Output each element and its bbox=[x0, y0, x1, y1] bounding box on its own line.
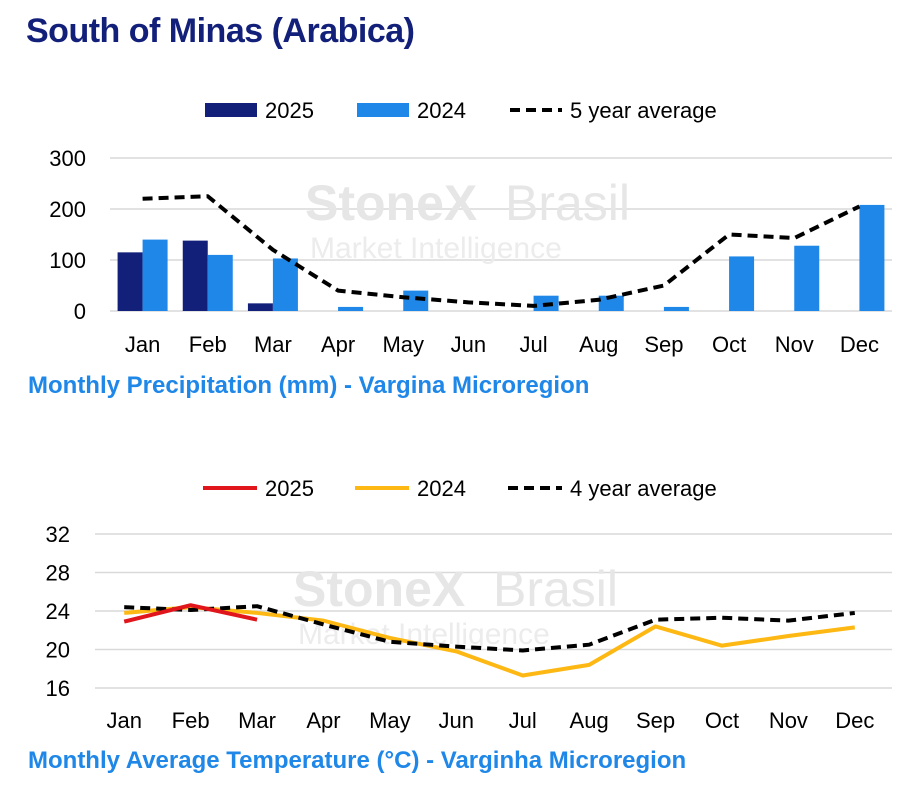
x-tick-label: Nov bbox=[775, 332, 814, 357]
bar-2024-oct bbox=[729, 256, 755, 311]
x-tick-label: Oct bbox=[705, 708, 739, 733]
precipitation-chart-title: Monthly Precipitation (mm) - Vargina Mic… bbox=[28, 372, 590, 399]
legend-label-2024: 2024 bbox=[417, 98, 466, 123]
bar-2025-jan bbox=[117, 252, 143, 311]
x-tick-label: Nov bbox=[769, 708, 808, 733]
bar-2024-dec bbox=[859, 204, 885, 311]
legend-label-2025: 2025 bbox=[265, 98, 314, 123]
legend-label-2025: 2025 bbox=[265, 476, 314, 501]
x-tick-label: May bbox=[382, 332, 424, 357]
page-title: South of Minas (Arabica) bbox=[26, 12, 415, 50]
legend-swatch-2024 bbox=[357, 103, 409, 117]
y-tick-label: 300 bbox=[49, 146, 86, 171]
x-tick-label: Jan bbox=[106, 708, 141, 733]
temperature-chart-title: Monthly Average Temperature (°C) - Vargi… bbox=[28, 747, 687, 774]
legend-label-avg: 4 year average bbox=[570, 476, 717, 501]
y-tick-label: 28 bbox=[46, 561, 70, 586]
bar-2024-sep bbox=[663, 306, 689, 311]
y-tick-label: 200 bbox=[49, 197, 86, 222]
legend-label-2024: 2024 bbox=[417, 476, 466, 501]
bar-2025-feb bbox=[182, 240, 208, 311]
x-tick-label: Dec bbox=[835, 708, 874, 733]
x-tick-label: Aug bbox=[570, 708, 609, 733]
x-tick-label: Feb bbox=[189, 332, 227, 357]
line-2024 bbox=[124, 605, 856, 678]
x-tick-label: Sep bbox=[636, 708, 675, 733]
x-tick-label: Apr bbox=[306, 708, 340, 733]
x-tick-label: Sep bbox=[644, 332, 683, 357]
y-tick-label: 20 bbox=[46, 638, 70, 663]
line-2025 bbox=[123, 603, 258, 624]
y-tick-label: 16 bbox=[46, 676, 70, 701]
x-tick-label: Apr bbox=[321, 332, 355, 357]
watermark-brand-suffix: Brasil bbox=[505, 175, 630, 231]
bar-2024-mar bbox=[272, 258, 298, 311]
x-tick-label: Jul bbox=[520, 332, 548, 357]
avg-line-4yr bbox=[124, 604, 856, 653]
x-tick-label: May bbox=[369, 708, 411, 733]
watermark-brand: StoneX bbox=[305, 175, 477, 231]
watermark-brand: StoneX bbox=[293, 561, 465, 617]
bar-2024-jan bbox=[142, 239, 168, 311]
bar-2024-feb bbox=[207, 254, 233, 311]
watermark-subtitle: Market Intelligence bbox=[310, 232, 562, 265]
bar-2024-nov bbox=[794, 245, 820, 311]
x-tick-label: Aug bbox=[579, 332, 618, 357]
x-tick-label: Jun bbox=[439, 708, 474, 733]
x-tick-label: Feb bbox=[172, 708, 210, 733]
legend-swatch-2025 bbox=[205, 103, 257, 117]
bar-2024-may bbox=[403, 290, 429, 311]
x-tick-label: Dec bbox=[840, 332, 879, 357]
bar-2025-mar bbox=[247, 303, 273, 311]
y-tick-label: 24 bbox=[46, 599, 70, 624]
y-tick-label: 0 bbox=[74, 299, 86, 324]
x-tick-label: Jan bbox=[125, 332, 160, 357]
bar-2024-aug bbox=[598, 295, 624, 311]
avg-line-5yr bbox=[142, 194, 861, 308]
y-tick-label: 32 bbox=[46, 522, 70, 547]
x-tick-label: Jun bbox=[451, 332, 486, 357]
legend-label-avg: 5 year average bbox=[570, 98, 717, 123]
y-tick-label: 100 bbox=[49, 248, 86, 273]
x-tick-label: Mar bbox=[238, 708, 276, 733]
x-tick-label: Jul bbox=[509, 708, 537, 733]
x-tick-label: Mar bbox=[254, 332, 292, 357]
watermark-brand-suffix: Brasil bbox=[493, 561, 618, 617]
bar-2024-apr bbox=[338, 306, 364, 311]
x-tick-label: Oct bbox=[712, 332, 746, 357]
